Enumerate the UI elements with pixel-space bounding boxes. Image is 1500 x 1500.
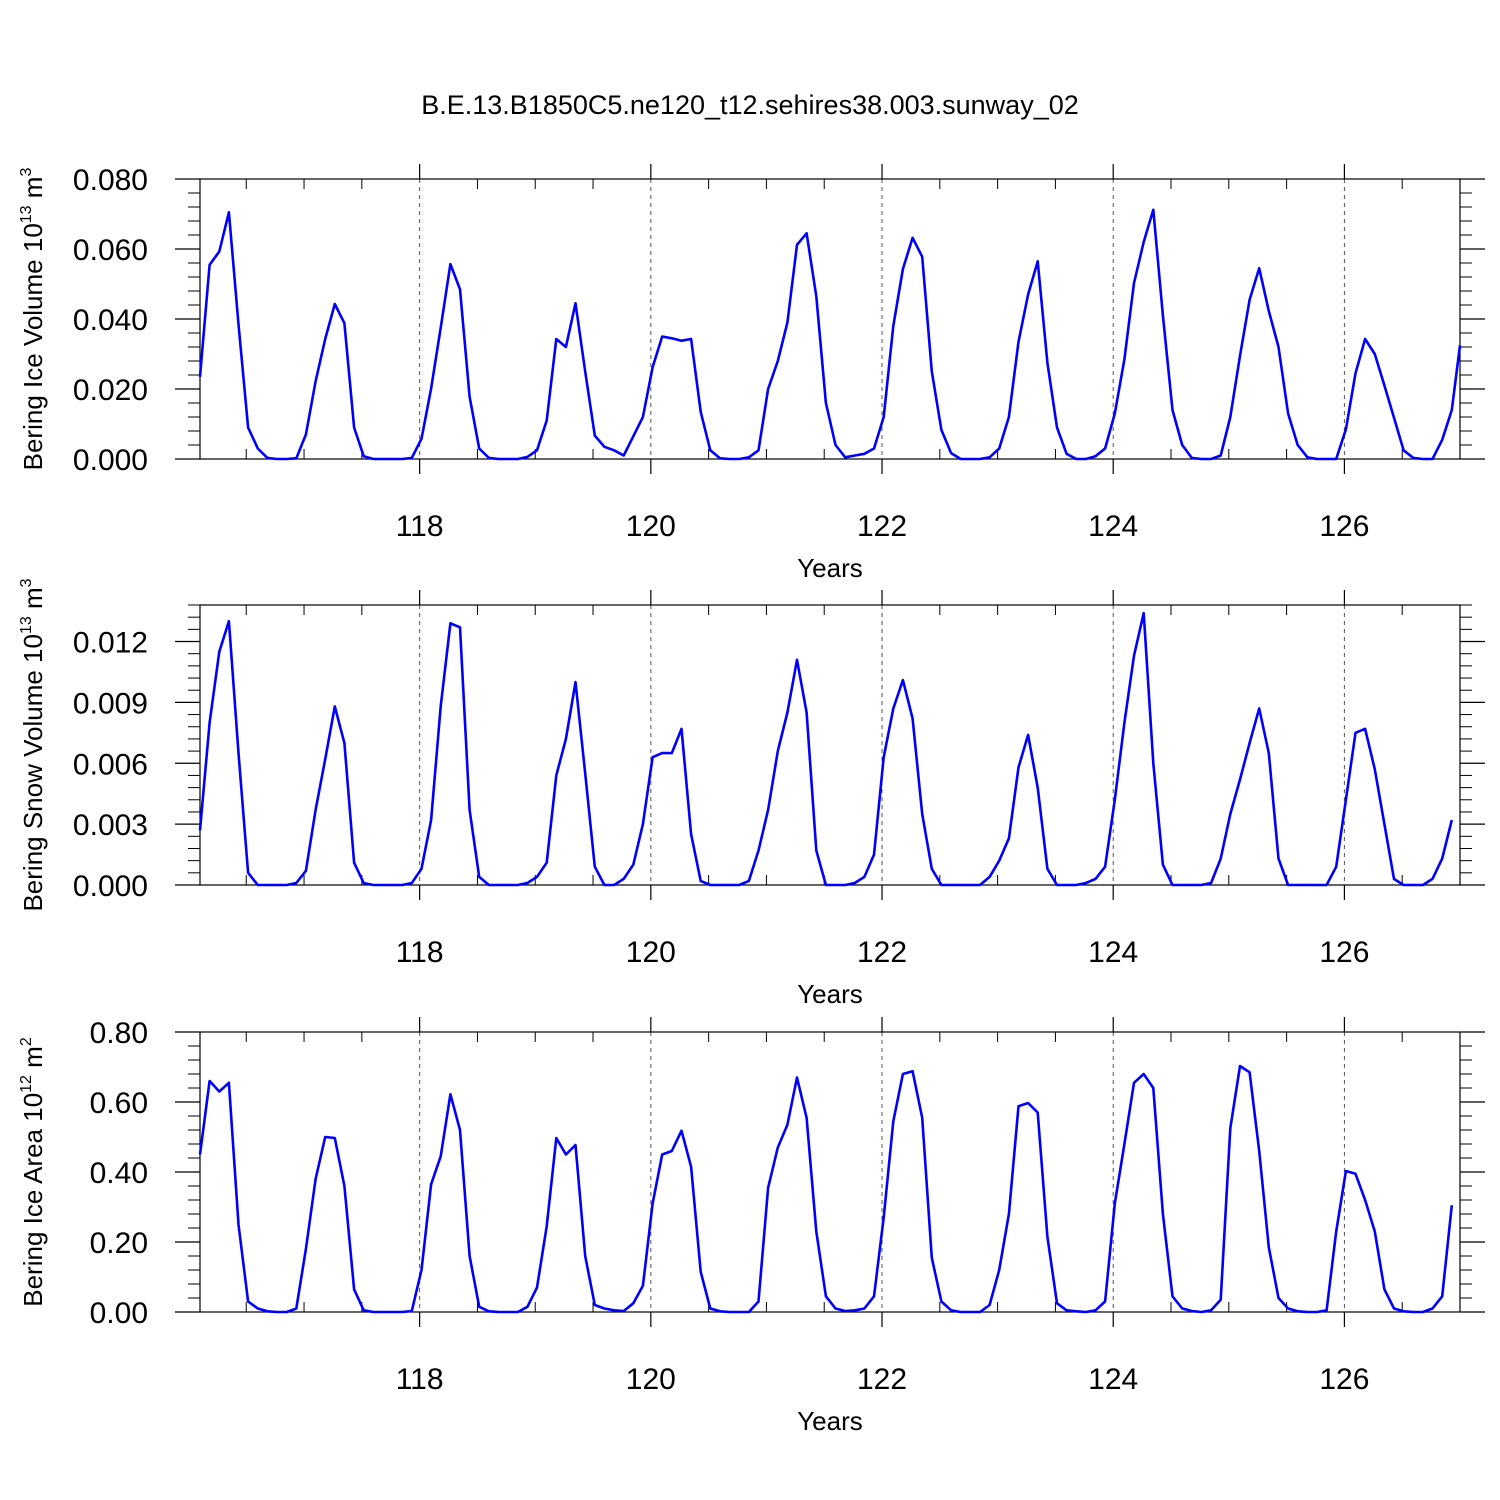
x-tick-label: 122 bbox=[857, 1363, 907, 1396]
y-axis-title-exponent: 13 bbox=[18, 616, 35, 634]
x-tick-label: 122 bbox=[857, 936, 907, 969]
y-tick-label: 0.80 bbox=[90, 1017, 148, 1050]
y-axis-title: Bering Ice Area 1012 m2 bbox=[18, 1037, 48, 1307]
y-axis-title-unit-exponent: 3 bbox=[18, 578, 35, 587]
y-tick-label: 0.20 bbox=[90, 1227, 148, 1260]
x-tick-label: 126 bbox=[1319, 1363, 1369, 1396]
y-tick-label: 0.080 bbox=[73, 164, 148, 197]
y-axis-title-unit-exponent: 3 bbox=[18, 168, 35, 177]
y-axis-title-exponent: 13 bbox=[18, 205, 35, 223]
y-tick-label: 0.040 bbox=[73, 304, 148, 337]
y-tick-label: 0.009 bbox=[73, 687, 148, 720]
y-axis-title-exponent: 12 bbox=[18, 1075, 35, 1093]
y-tick-label: 0.60 bbox=[90, 1087, 148, 1120]
panel-snow-volume: 118 120 122 124 126 0.000 0.003 0.006 0.009 0.012… bbox=[18, 578, 1485, 1009]
x-axis-title: Years bbox=[797, 553, 863, 583]
y-tick-label: 0.000 bbox=[73, 444, 148, 477]
panel-ice-volume: 118 120 122 124 126 0.000 0.020 0.040 0.060 0.080… bbox=[18, 164, 1485, 583]
y-tick-label: 0.060 bbox=[73, 234, 148, 267]
x-tick-label: 120 bbox=[626, 936, 676, 969]
y-axis-title: Bering Ice Volume 1013 m3 bbox=[18, 168, 48, 471]
y-axis-title-text: Bering Ice Area 10 bbox=[18, 1093, 48, 1307]
x-tick-label: 120 bbox=[626, 510, 676, 543]
panels: 118 120 122 124 1260.0000.0200.0400.0600.080… bbox=[18, 164, 1485, 1436]
x-tick-label: 120 bbox=[626, 1363, 676, 1396]
x-axis-title: Years bbox=[797, 979, 863, 1009]
series-line-ice-area bbox=[198, 1064, 1454, 1314]
y-tick-label: 0.012 bbox=[73, 627, 148, 660]
y-axis-title-unit-exponent: 2 bbox=[18, 1037, 35, 1046]
panel-ice-area: 118 120 122 124 1260.000.200.400.600.80Years… bbox=[18, 1017, 1485, 1436]
series-line-snow-volume bbox=[198, 611, 1454, 887]
x-tick-label: 126 bbox=[1319, 936, 1369, 969]
y-axis-title-text: Bering Snow Volume 10 bbox=[18, 634, 48, 912]
y-axis-title: Bering Snow Volume 1013 m3 bbox=[18, 578, 48, 911]
plot-frame bbox=[199, 604, 1461, 886]
y-tick-label: 0.003 bbox=[73, 809, 148, 842]
y-tick-label: 0.00 bbox=[90, 1297, 148, 1330]
x-tick-label: 124 bbox=[1088, 936, 1138, 969]
x-tick-label: 124 bbox=[1088, 1363, 1138, 1396]
y-axis-title-unit: m bbox=[18, 1046, 48, 1075]
y-axis-title-unit: m bbox=[18, 587, 48, 616]
plot-frame bbox=[199, 1031, 1461, 1313]
x-tick-label: 124 bbox=[1088, 510, 1138, 543]
y-tick-label: 0.000 bbox=[73, 870, 148, 903]
x-tick-label: 118 bbox=[396, 1363, 444, 1396]
series-line-ice-volume bbox=[198, 208, 1462, 461]
x-tick-label: 126 bbox=[1319, 510, 1369, 543]
x-axis-title: Years bbox=[797, 1406, 863, 1436]
y-axis-title-unit: m bbox=[18, 177, 48, 206]
y-axis-title-text: Bering Ice Volume 10 bbox=[18, 223, 48, 470]
y-tick-label: 0.006 bbox=[73, 748, 148, 781]
y-tick-label: 0.40 bbox=[90, 1157, 148, 1190]
figure-title: B.E.13.B1850C5.ne120_t12.sehires38.003.s… bbox=[421, 90, 1079, 120]
x-tick-label: 118 bbox=[396, 936, 444, 969]
x-tick-label: 122 bbox=[857, 510, 907, 543]
x-tick-label: 118 bbox=[396, 510, 444, 543]
y-tick-label: 0.020 bbox=[73, 374, 148, 407]
